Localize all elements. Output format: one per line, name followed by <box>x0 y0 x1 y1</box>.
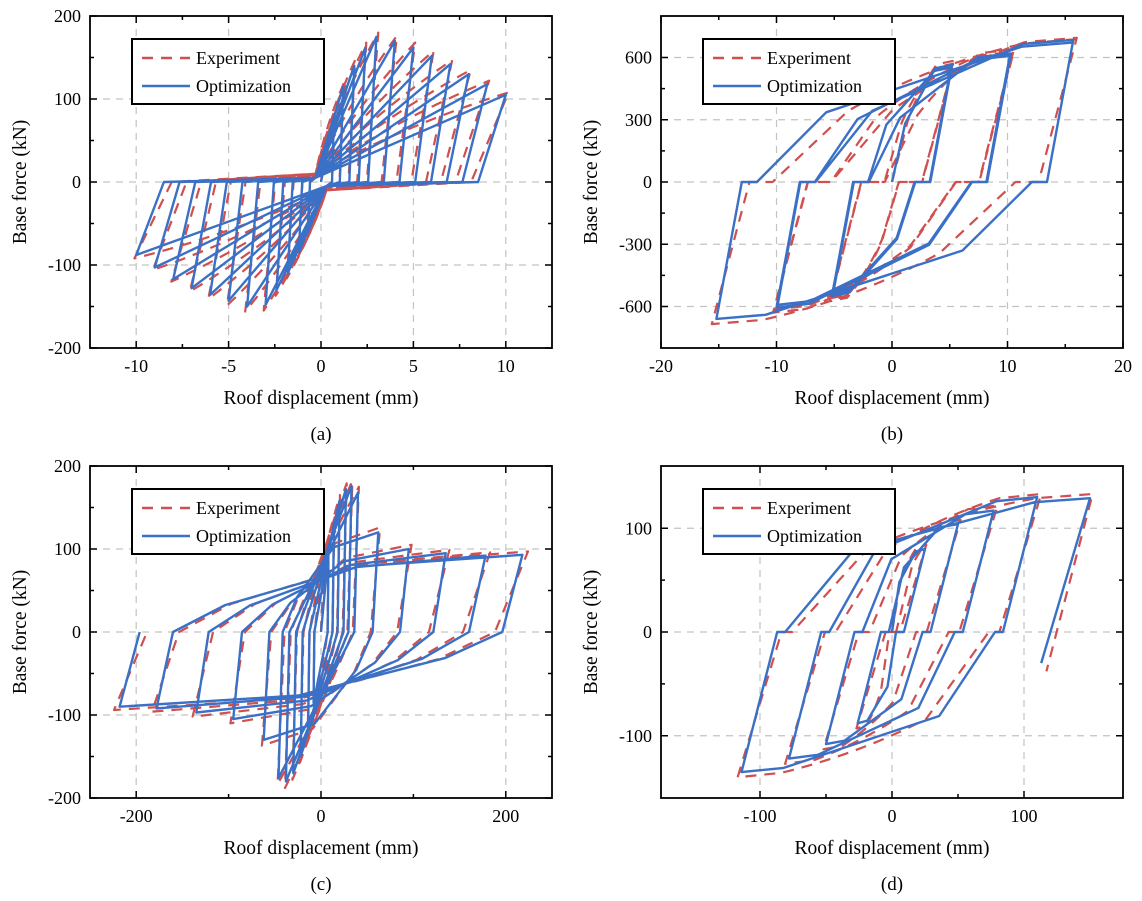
svg-text:100: 100 <box>1011 806 1038 826</box>
svg-text:10: 10 <box>497 356 515 376</box>
svg-text:100: 100 <box>54 89 81 109</box>
subplot-c-chart: -200 0 200 -200 -100 0 100 200 Roof displacement… <box>10 456 553 895</box>
legend-item-optimization: Optimization <box>142 526 291 546</box>
x-axis-label: Roof displacement (mm) <box>795 388 990 409</box>
legend-item-experiment: Experiment <box>713 498 851 518</box>
y-axis-label: Base force (kN) <box>581 570 602 695</box>
series-optimization <box>118 484 524 783</box>
legend-item-optimization-label: Optimization <box>196 76 291 96</box>
svg-text:200: 200 <box>492 806 519 826</box>
svg-text:0: 0 <box>72 622 81 642</box>
svg-text:300: 300 <box>625 110 652 130</box>
svg-text:-20: -20 <box>649 356 673 376</box>
svg-text:-200: -200 <box>120 806 153 826</box>
svg-text:5: 5 <box>409 356 418 376</box>
svg-text:-300: -300 <box>619 234 652 254</box>
legend-item-optimization-label: Optimization <box>196 526 291 546</box>
series-optimization <box>740 495 1092 774</box>
y-axis-label: Base force (kN) <box>581 120 602 245</box>
svg-text:0: 0 <box>888 806 897 826</box>
x-axis-label: Roof displacement (mm) <box>224 838 419 859</box>
subplot-a-chart: -10 -5 0 5 10 -200 -100 0 100 200 Roof displacemen… <box>10 6 553 445</box>
legend-item-optimization-label: Optimization <box>767 76 862 96</box>
axis-box <box>89 15 553 349</box>
legend-item-experiment-label: Experiment <box>767 48 851 68</box>
svg-text:600: 600 <box>625 48 652 68</box>
legend-item-experiment-label: Experiment <box>196 498 280 518</box>
series-experiment <box>710 36 1078 326</box>
axis-box <box>660 15 1124 349</box>
svg-text:0: 0 <box>317 806 326 826</box>
svg-text:200: 200 <box>54 456 81 476</box>
panel-letter: (a) <box>310 424 331 445</box>
legend-item-optimization: Optimization <box>713 76 862 96</box>
svg-text:-200: -200 <box>48 788 81 808</box>
tick-labels: -10 -5 0 5 10 -200 -100 0 100 200 <box>48 6 515 376</box>
panel-letter: (b) <box>881 424 903 445</box>
x-axis-label: Roof displacement (mm) <box>224 388 419 409</box>
svg-text:-100: -100 <box>744 806 777 826</box>
svg-text:0: 0 <box>643 172 652 192</box>
svg-text:100: 100 <box>54 539 81 559</box>
svg-text:0: 0 <box>72 172 81 192</box>
svg-text:-5: -5 <box>221 356 236 376</box>
svg-text:200: 200 <box>54 6 81 26</box>
tick-labels: -200 0 200 -200 -100 0 100 200 <box>48 456 519 826</box>
panel-letter: (c) <box>310 874 331 895</box>
svg-text:-100: -100 <box>48 255 81 275</box>
legend: Experiment Optimization <box>702 38 896 105</box>
series-experiment <box>736 492 1094 779</box>
svg-text:-200: -200 <box>48 338 81 358</box>
tick-labels: -20 -10 0 10 20 -600 -300 0 300 600 <box>619 48 1132 377</box>
legend-item-optimization: Optimization <box>142 76 291 96</box>
x-axis-label: Roof displacement (mm) <box>795 838 990 859</box>
legend-item-experiment-label: Experiment <box>767 498 851 518</box>
svg-text:-10: -10 <box>124 356 148 376</box>
y-axis-label: Base force (kN) <box>10 120 31 245</box>
legend-item-experiment-label: Experiment <box>196 48 280 68</box>
legend-item-experiment: Experiment <box>713 48 851 68</box>
axis-box <box>660 465 1124 799</box>
legend: Experiment Optimization <box>131 488 325 555</box>
legend-item-optimization: Optimization <box>713 526 862 546</box>
svg-text:0: 0 <box>643 622 652 642</box>
panel-letter: (d) <box>881 874 903 895</box>
tick-labels: -100 0 100 -100 0 100 <box>619 518 1038 826</box>
svg-text:0: 0 <box>317 356 326 376</box>
series-optimization <box>715 38 1075 321</box>
svg-text:-100: -100 <box>48 705 81 725</box>
series-optimization <box>135 35 507 308</box>
legend-item-experiment: Experiment <box>142 48 280 68</box>
legend-item-optimization-label: Optimization <box>767 526 862 546</box>
subplot-b-chart: -20 -10 0 10 20 -600 -300 0 300 600 Roof displacem… <box>581 15 1132 445</box>
svg-text:100: 100 <box>625 518 652 538</box>
svg-text:-10: -10 <box>765 356 789 376</box>
legend: Experiment Optimization <box>702 488 896 555</box>
y-axis-label: Base force (kN) <box>10 570 31 695</box>
axis-box <box>89 465 553 799</box>
svg-text:-100: -100 <box>619 726 652 746</box>
svg-text:10: 10 <box>999 356 1017 376</box>
legend-item-experiment: Experiment <box>142 498 280 518</box>
subplot-d-chart: -100 0 100 -100 0 100 Roof displacement (mm) (d… <box>581 465 1124 895</box>
svg-text:0: 0 <box>888 356 897 376</box>
svg-text:-600: -600 <box>619 297 652 317</box>
svg-text:20: 20 <box>1114 356 1132 376</box>
legend: Experiment Optimization <box>131 38 325 105</box>
